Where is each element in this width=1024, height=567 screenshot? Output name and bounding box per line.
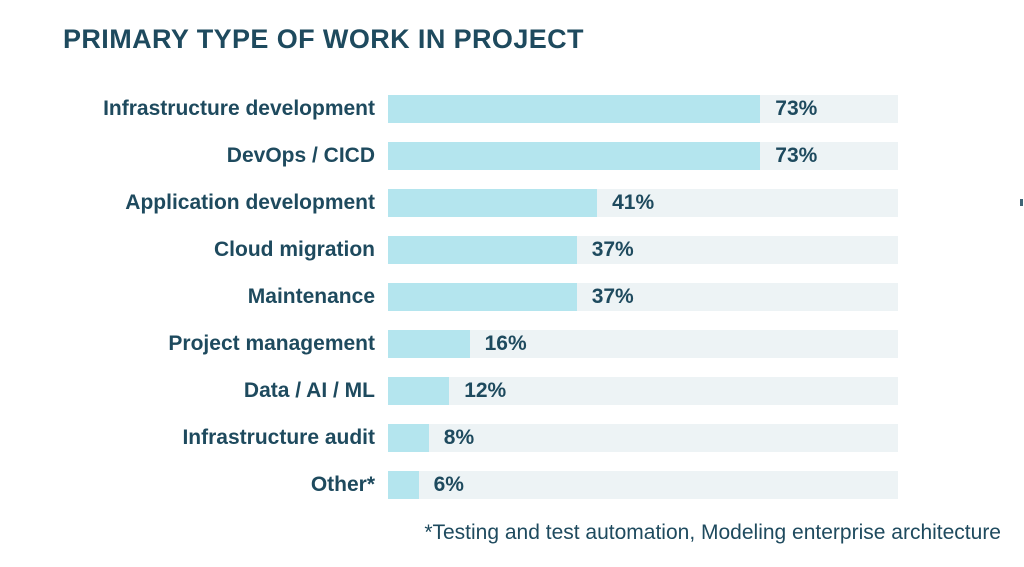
category-label: Cloud migration xyxy=(214,238,375,261)
bar-track: 16% xyxy=(388,330,898,358)
value-label: 12% xyxy=(464,379,507,402)
value-label: 16% xyxy=(484,332,527,355)
value-label: 37% xyxy=(591,238,634,261)
value-label: 73% xyxy=(775,97,818,120)
bar-row: Application development 41% xyxy=(63,189,898,217)
bar-track: 12% xyxy=(388,377,898,405)
bar-track: 6% xyxy=(388,471,898,499)
category-label: Infrastructure development xyxy=(103,97,375,120)
bar-row: Project management 16% xyxy=(63,330,898,358)
value-label: 6% xyxy=(433,473,464,496)
bar-fill xyxy=(388,377,450,405)
footnote: *Testing and test automation, Modeling e… xyxy=(424,521,1001,544)
category-label: Infrastructure audit xyxy=(182,426,375,449)
bar-fill xyxy=(388,283,577,311)
category-label: Other* xyxy=(310,473,375,496)
value-label: 8% xyxy=(443,426,475,449)
value-label: 41% xyxy=(612,191,655,214)
category-label: Data / AI / ML xyxy=(243,379,375,402)
bar-track: 73% xyxy=(388,142,898,170)
category-label: Application development xyxy=(125,191,375,214)
category-label: Maintenance xyxy=(247,285,375,308)
bar-fill xyxy=(388,236,577,264)
category-label: Project management xyxy=(168,332,375,355)
bar-row: Infrastructure development 73% xyxy=(63,95,898,123)
bar-fill xyxy=(388,471,419,499)
bar-track: 37% xyxy=(388,283,898,311)
bar-row: DevOps / CICD 73% xyxy=(63,142,898,170)
bar-track: 73% xyxy=(388,95,898,123)
value-label: 37% xyxy=(591,285,634,308)
bar-row: Cloud migration 37% xyxy=(63,236,898,264)
category-label: DevOps / CICD xyxy=(226,144,375,167)
bar-track: 37% xyxy=(388,236,898,264)
bar-fill xyxy=(388,330,470,358)
bar-fill xyxy=(388,424,429,452)
edge-artifact xyxy=(1020,199,1023,206)
bar-fill xyxy=(388,142,761,170)
chart-title: PRIMARY TYPE OF WORK IN PROJECT xyxy=(63,24,584,54)
bar-track: 8% xyxy=(388,424,898,452)
bar-track: 41% xyxy=(388,189,898,217)
bar-chart: Infrastructure development 73% DevOps / … xyxy=(63,95,898,518)
bar-row: Infrastructure audit 8% xyxy=(63,424,898,452)
bar-fill xyxy=(388,95,761,123)
value-label: 73% xyxy=(775,144,818,167)
bar-fill xyxy=(388,189,598,217)
bar-row: Maintenance 37% xyxy=(63,283,898,311)
bar-row: Other* 6% xyxy=(63,471,898,499)
bar-row: Data / AI / ML 12% xyxy=(63,377,898,405)
